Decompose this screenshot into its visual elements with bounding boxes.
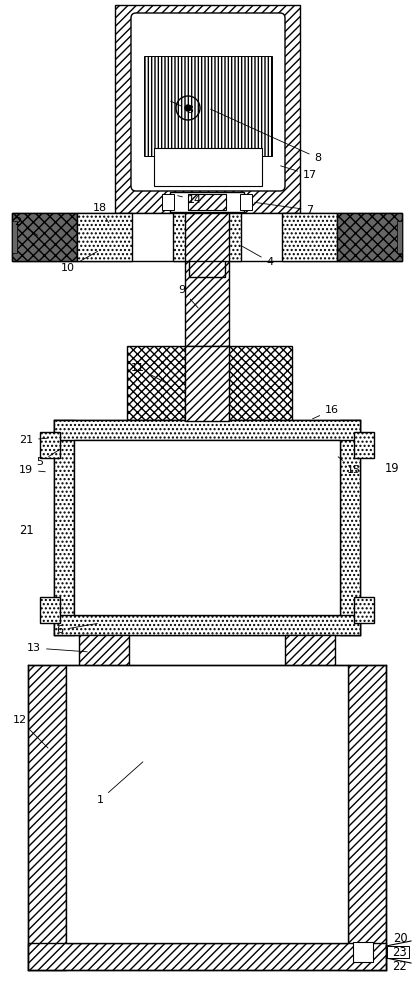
Bar bbox=[386, 946, 408, 958]
Bar bbox=[339, 420, 359, 635]
Bar bbox=[54, 420, 74, 635]
Text: 5: 5 bbox=[36, 449, 59, 467]
Bar bbox=[12, 213, 77, 261]
Bar bbox=[173, 213, 240, 261]
Text: 8: 8 bbox=[210, 109, 321, 163]
Text: 19: 19 bbox=[19, 465, 45, 475]
Bar bbox=[161, 194, 173, 210]
Bar bbox=[66, 665, 347, 943]
Text: 20: 20 bbox=[392, 932, 406, 944]
Bar bbox=[127, 346, 291, 421]
Text: 19: 19 bbox=[384, 462, 398, 475]
Bar bbox=[352, 942, 372, 962]
Bar bbox=[74, 440, 339, 615]
Text: 18: 18 bbox=[93, 203, 108, 223]
Bar bbox=[284, 635, 334, 667]
Circle shape bbox=[185, 105, 190, 111]
Text: 12: 12 bbox=[13, 715, 48, 748]
Text: 7: 7 bbox=[254, 202, 313, 215]
Bar bbox=[154, 148, 261, 186]
Bar bbox=[353, 597, 373, 623]
Bar bbox=[115, 5, 299, 213]
Bar bbox=[281, 213, 336, 261]
Text: 11: 11 bbox=[131, 363, 167, 384]
Bar bbox=[240, 194, 252, 210]
Text: 15: 15 bbox=[337, 457, 360, 475]
Bar bbox=[347, 665, 385, 970]
Bar bbox=[353, 432, 373, 458]
Bar bbox=[77, 213, 132, 261]
Bar bbox=[54, 420, 359, 440]
FancyBboxPatch shape bbox=[131, 13, 284, 191]
Text: 2: 2 bbox=[14, 217, 38, 235]
Text: 3: 3 bbox=[170, 101, 193, 115]
Bar bbox=[144, 56, 271, 156]
Bar bbox=[185, 213, 228, 261]
Text: 10: 10 bbox=[61, 251, 97, 273]
Bar bbox=[188, 194, 225, 210]
Bar bbox=[12, 221, 17, 253]
Text: 21: 21 bbox=[19, 524, 33, 536]
Text: 13: 13 bbox=[27, 643, 87, 653]
Bar bbox=[12, 213, 401, 261]
Text: 14: 14 bbox=[177, 195, 202, 205]
Text: 16: 16 bbox=[312, 405, 338, 419]
Bar bbox=[189, 259, 224, 277]
Bar bbox=[28, 665, 66, 970]
Bar bbox=[54, 615, 359, 635]
Bar bbox=[396, 221, 401, 253]
Bar bbox=[336, 213, 401, 261]
Text: 21: 21 bbox=[19, 435, 47, 445]
Text: 4: 4 bbox=[242, 246, 273, 267]
Text: 22: 22 bbox=[392, 960, 406, 972]
Text: 9: 9 bbox=[178, 285, 198, 308]
Bar bbox=[185, 261, 228, 346]
Text: 1: 1 bbox=[96, 762, 142, 805]
Bar bbox=[28, 943, 385, 970]
Bar bbox=[185, 346, 228, 421]
Bar bbox=[40, 432, 60, 458]
Bar bbox=[170, 192, 243, 212]
Text: 17: 17 bbox=[280, 166, 316, 180]
Bar bbox=[79, 635, 129, 667]
Text: 23: 23 bbox=[392, 946, 406, 958]
Bar bbox=[40, 597, 60, 623]
Text: 6: 6 bbox=[56, 623, 97, 635]
